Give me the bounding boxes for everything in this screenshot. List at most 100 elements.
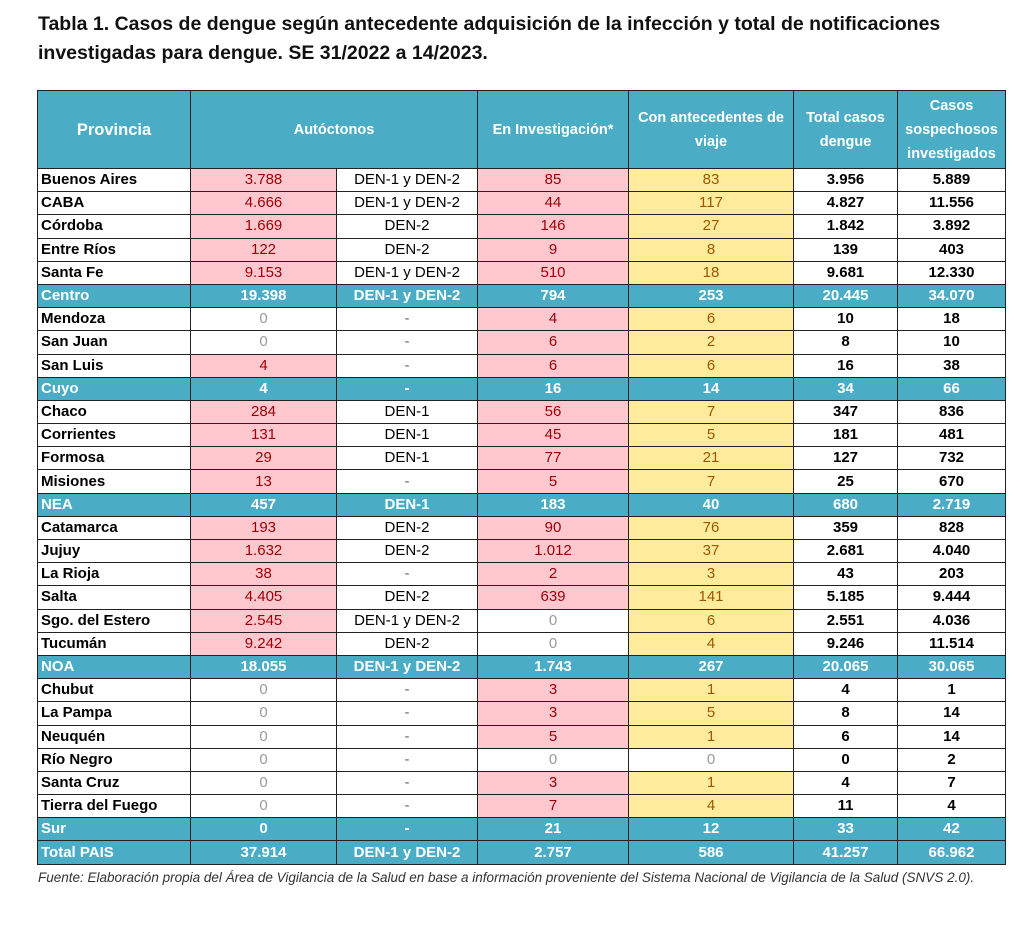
- cell-viaje: 5: [628, 701, 794, 726]
- cell-serotipo: -: [336, 307, 478, 332]
- cell-viaje: 12: [628, 817, 794, 842]
- cell-investigacion: 183: [477, 492, 629, 517]
- cell-name: San Juan: [37, 330, 191, 355]
- table-row: Buenos Aires 3.788 DEN-1 y DEN-2 85 83 3.956 5…: [37, 167, 1006, 193]
- region-total-row: Cuyo 4-16 14 34 66: [37, 376, 1006, 401]
- cell-autoctonos: 193: [190, 515, 337, 541]
- cell-viaje: 6: [628, 353, 794, 378]
- cell-serotipo: DEN-2: [336, 237, 478, 262]
- cell-investigacion: 3: [477, 701, 629, 726]
- cell-autoctonos: 0: [190, 701, 337, 726]
- table-row: Santa Fe 9.153 DEN-1 y DEN-2 510 18 9.681 12.3…: [37, 260, 1006, 285]
- cell-sospechosos: 14: [897, 701, 1006, 726]
- cell-name: CABA: [37, 191, 191, 216]
- cell-autoctonos: 1.632: [190, 538, 337, 564]
- cell-total: 8: [793, 330, 898, 355]
- table-row: Misiones 13-5 7 25 670: [37, 469, 1006, 494]
- cell-total: 9.246: [793, 631, 898, 656]
- cell-viaje: 3: [628, 562, 794, 587]
- cell-autoctonos: 457: [190, 492, 337, 517]
- cell-sospechosos: 732: [897, 446, 1006, 471]
- cell-investigacion: 21: [477, 817, 629, 842]
- cell-name: Corrientes: [37, 423, 191, 448]
- cell-autoctonos: 0: [190, 307, 337, 332]
- cell-viaje: 76: [628, 515, 794, 541]
- cell-viaje: 40: [628, 492, 794, 517]
- cell-serotipo: -: [336, 353, 478, 378]
- cell-viaje: 5: [628, 423, 794, 448]
- cell-name: Salta: [37, 585, 191, 610]
- cell-total: 127: [793, 446, 898, 471]
- cell-serotipo: -: [336, 376, 478, 401]
- cell-name: Tierra del Fuego: [37, 794, 191, 819]
- table-row: La Pampa 0-3 5 8 14: [37, 701, 1006, 726]
- cell-viaje: 586: [628, 840, 794, 865]
- cell-total: 2.681: [793, 538, 898, 564]
- cell-investigacion: 85: [477, 167, 629, 193]
- cell-autoctonos: 131: [190, 423, 337, 448]
- cell-autoctonos: 3.788: [190, 167, 337, 193]
- cell-viaje: 1: [628, 770, 794, 796]
- cell-serotipo: DEN-1 y DEN-2: [336, 167, 478, 193]
- cell-sospechosos: 12.330: [897, 260, 1006, 285]
- cell-sospechosos: 66: [897, 376, 1006, 401]
- cell-autoctonos: 2.545: [190, 608, 337, 633]
- cell-viaje: 1: [628, 678, 794, 703]
- cell-investigacion: 0: [477, 747, 629, 772]
- cell-name: Tucumán: [37, 631, 191, 656]
- cell-name: NOA: [37, 654, 191, 680]
- cell-investigacion: 794: [477, 283, 629, 309]
- cell-investigacion: 56: [477, 399, 629, 425]
- header-antecedentes-viaje: Con antecedentes de viaje: [628, 90, 794, 169]
- cell-investigacion: 0: [477, 608, 629, 633]
- cell-serotipo: DEN-2: [336, 515, 478, 541]
- cell-serotipo: DEN-1 y DEN-2: [336, 283, 478, 309]
- cell-total: 20.065: [793, 654, 898, 680]
- cell-autoctonos: 9.242: [190, 631, 337, 656]
- cell-total: 34: [793, 376, 898, 401]
- cell-autoctonos: 29: [190, 446, 337, 471]
- cell-name: Neuquén: [37, 724, 191, 749]
- table-row: Sgo. del Estero 2.545 DEN-1 y DEN-2 0 6 2.551…: [37, 608, 1006, 633]
- cell-name: Sur: [37, 817, 191, 842]
- table-row: Río Negro 0-0 0 0 2: [37, 747, 1006, 772]
- cell-investigacion: 5: [477, 724, 629, 749]
- cell-name: Córdoba: [37, 214, 191, 239]
- cell-name: Catamarca: [37, 515, 191, 541]
- cell-total: 4.827: [793, 191, 898, 216]
- cell-viaje: 14: [628, 376, 794, 401]
- cell-total: 16: [793, 353, 898, 378]
- cell-autoctonos: 0: [190, 678, 337, 703]
- table-row: Chubut 0-3 1 4 1: [37, 678, 1006, 703]
- cell-autoctonos: 9.153: [190, 260, 337, 285]
- cell-investigacion: 639: [477, 585, 629, 610]
- cell-total: 680: [793, 492, 898, 517]
- cell-sospechosos: 1: [897, 678, 1006, 703]
- cell-name: La Pampa: [37, 701, 191, 726]
- cell-investigacion: 90: [477, 515, 629, 541]
- table-row: Jujuy 1.632 DEN-2 1.012 37 2.681 4.040: [37, 538, 1006, 564]
- cell-investigacion: 6: [477, 353, 629, 378]
- table-row: Catamarca 193 DEN-2 90 76 359 828: [37, 515, 1006, 541]
- cell-autoctonos: 4: [190, 353, 337, 378]
- cell-viaje: 1: [628, 724, 794, 749]
- table-row: Mendoza 0-4 6 10 18: [37, 307, 1006, 332]
- cell-total: 11: [793, 794, 898, 819]
- cell-investigacion: 510: [477, 260, 629, 285]
- cell-total: 6: [793, 724, 898, 749]
- cell-autoctonos: 1.669: [190, 214, 337, 239]
- cell-sospechosos: 5.889: [897, 167, 1006, 193]
- cell-total: 9.681: [793, 260, 898, 285]
- cell-investigacion: 5: [477, 469, 629, 494]
- cell-total: 2.551: [793, 608, 898, 633]
- cell-name: Cuyo: [37, 376, 191, 401]
- dengue-cases-table: Provincia Autóctonos En Investigación* C…: [37, 90, 1006, 865]
- cell-sospechosos: 42: [897, 817, 1006, 842]
- cell-total: 1.842: [793, 214, 898, 239]
- cell-autoctonos: 284: [190, 399, 337, 425]
- cell-sospechosos: 3.892: [897, 214, 1006, 239]
- cell-viaje: 4: [628, 794, 794, 819]
- cell-name: Total PAIS: [37, 840, 191, 865]
- cell-autoctonos: 4.405: [190, 585, 337, 610]
- cell-serotipo: DEN-1: [336, 492, 478, 517]
